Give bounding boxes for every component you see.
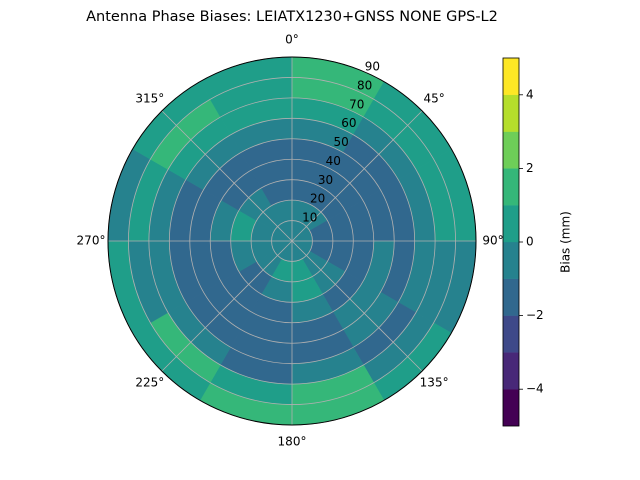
theta-tick-label: 225° <box>135 376 164 390</box>
colorbar-tick-label: 4 <box>526 87 534 101</box>
r-tick-label: 60 <box>341 116 356 130</box>
colorbar-bin <box>502 315 520 353</box>
theta-tick-label: 90° <box>482 234 503 248</box>
grid-spoke <box>161 110 293 242</box>
theta-tick-label: 0° <box>285 33 299 47</box>
r-tick-label: 10 <box>302 211 317 225</box>
r-tick-label: 90 <box>365 60 380 74</box>
theta-tick-label: 135° <box>420 376 449 390</box>
chart-title: Antenna Phase Biases: LEIATX1230+GNSS NO… <box>86 9 498 25</box>
colorbar-bin <box>502 278 520 316</box>
colorbar-tick-label: −4 <box>526 382 544 396</box>
colorbar-tick-label: −2 <box>526 308 544 322</box>
r-tick-label: 40 <box>326 154 341 168</box>
grid-spoke <box>291 240 423 372</box>
colorbar-bin <box>502 57 520 95</box>
colorbar-bin <box>502 168 520 206</box>
colorbar-bin <box>502 131 520 169</box>
colorbar-bin <box>502 352 520 390</box>
r-tick-label: 80 <box>357 78 372 92</box>
r-tick-label: 20 <box>310 192 325 206</box>
theta-tick-label: 180° <box>278 435 307 449</box>
colorbar-label: Bias (mm) <box>559 211 573 273</box>
theta-tick-label: 315° <box>135 91 164 105</box>
colorbar-bin <box>502 389 520 427</box>
grid-spoke <box>291 110 423 242</box>
r-tick-label: 30 <box>318 173 333 187</box>
grid-spoke <box>161 240 293 372</box>
theta-tick-label: 270° <box>77 234 106 248</box>
colorbar-tick-label: 2 <box>526 161 534 175</box>
colorbar-bin <box>502 94 520 132</box>
r-tick-label: 50 <box>333 135 348 149</box>
polar-frame <box>107 56 477 426</box>
colorbar-bin <box>502 241 520 279</box>
theta-tick-label: 45° <box>423 91 444 105</box>
r-tick-label: 70 <box>349 97 364 111</box>
colorbar-tick-label: 0 <box>526 235 534 249</box>
colorbar-bin <box>502 205 520 243</box>
